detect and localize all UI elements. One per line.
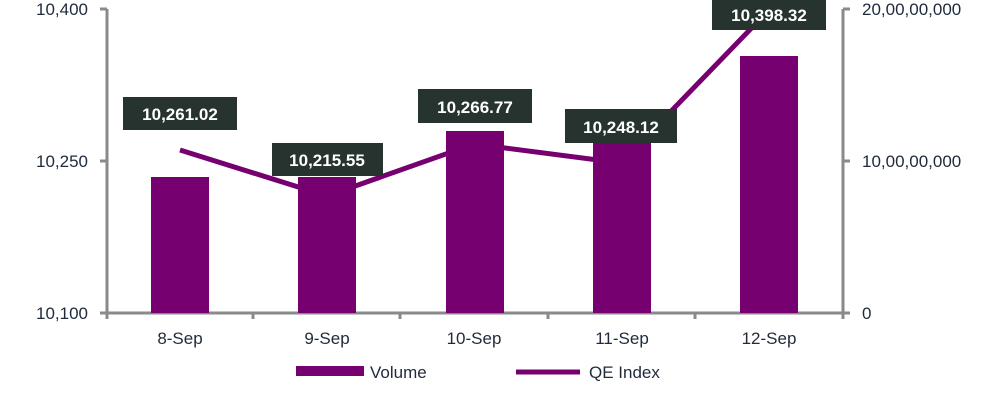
x-tick-label: 10-Sep <box>447 329 502 348</box>
data-label: 10,248.12 <box>583 118 659 137</box>
data-label: 10,398.32 <box>731 6 807 25</box>
left-tick-label: 10,250 <box>36 152 88 171</box>
bar-11-sep <box>593 142 651 313</box>
bar-8-sep <box>151 177 209 313</box>
data-label: 10,215.55 <box>289 151 365 170</box>
bar-10-sep <box>446 131 504 313</box>
right-tick-label: 0 <box>862 304 871 323</box>
data-label: 10,261.02 <box>142 105 218 124</box>
right-tick-label: 10,00,00,000 <box>862 152 961 171</box>
legend: Volume QE Index <box>296 363 660 382</box>
bar-9-sep <box>298 177 356 313</box>
volume-bars <box>151 56 798 313</box>
data-labels: 10,261.02 10,215.55 10,266.77 10,248.12 … <box>123 0 826 176</box>
bar-12-sep <box>740 56 798 313</box>
data-label: 10,266.77 <box>437 98 513 117</box>
right-tick-label: 20,00,00,000 <box>862 0 961 19</box>
legend-swatch-volume <box>296 366 364 376</box>
x-tick-label: 11-Sep <box>595 329 649 348</box>
axis-ticks <box>100 7 850 319</box>
legend-label: Volume <box>370 363 427 382</box>
left-tick-label: 10,100 <box>36 304 88 323</box>
left-tick-label: 10,400 <box>36 0 88 19</box>
legend-label: QE Index <box>589 363 660 382</box>
x-tick-label: 9-Sep <box>304 329 349 348</box>
x-tick-label: 12-Sep <box>742 329 797 348</box>
x-tick-label: 8-Sep <box>157 329 202 348</box>
